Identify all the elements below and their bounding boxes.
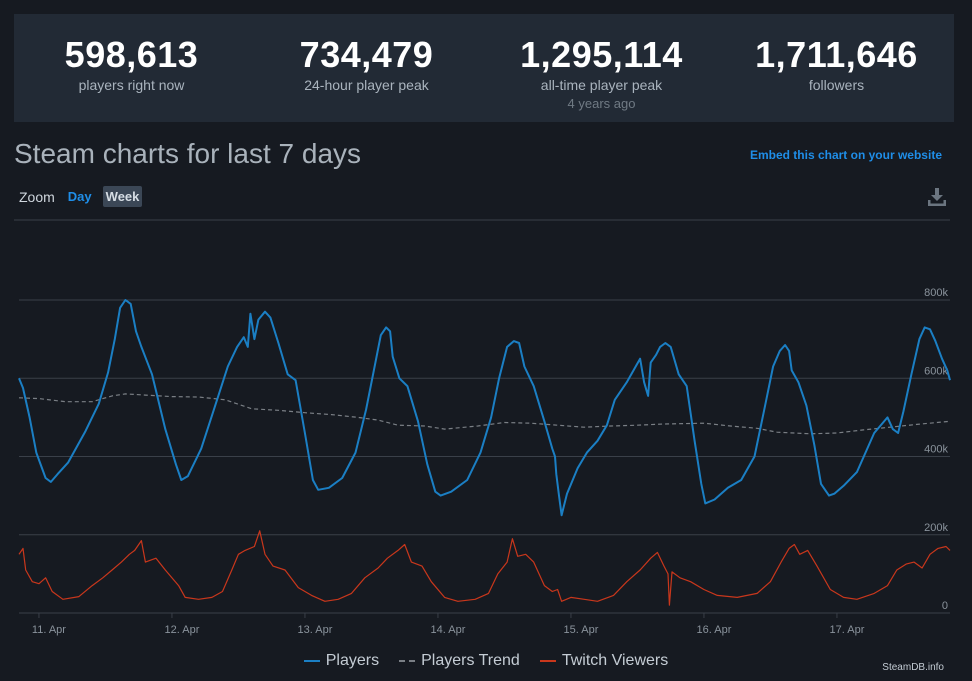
legend-label: Players Trend xyxy=(421,652,520,669)
x-tick-label: 12. Apr xyxy=(165,624,200,636)
stat-value: 734,479 xyxy=(299,34,434,75)
legend-label: Players xyxy=(325,652,380,669)
legend-swatch-players xyxy=(303,660,320,662)
stat-label: all-time player peak xyxy=(540,77,663,93)
stat-value: 598,613 xyxy=(64,34,199,75)
legend-players[interactable]: Players xyxy=(303,652,380,670)
zoom-day-button[interactable]: Day xyxy=(67,189,92,204)
y-tick-label: 600k xyxy=(924,365,948,377)
stat-label: 24-hour player peak xyxy=(304,77,429,93)
stat-all-time-peak[interactable]: 1,295,114 all-time player peak 4 years a… xyxy=(484,14,719,122)
zoom-week-button[interactable]: Week xyxy=(102,186,143,207)
stat-value: 1,711,646 xyxy=(755,34,918,75)
x-tick-label: 14. Apr xyxy=(431,624,466,636)
stat-label: players right now xyxy=(78,77,185,93)
zoom-controls: Zoom Day Week xyxy=(19,186,150,207)
stats-bar: 598,613 players right now 734,479 24-hou… xyxy=(14,14,954,122)
legend-swatch-trend xyxy=(399,660,416,662)
y-tick-label: 0 xyxy=(942,600,948,612)
x-tick-label: 17. Apr xyxy=(830,624,865,636)
legend-twitch-viewers[interactable]: Twitch Viewers xyxy=(539,652,669,670)
legend-swatch-twitch xyxy=(539,660,556,662)
stat-label: followers xyxy=(808,77,865,93)
stat-24h-peak: 734,479 24-hour player peak xyxy=(249,14,484,122)
y-tick-label: 200k xyxy=(924,522,948,534)
y-tick-label: 400k xyxy=(924,444,948,456)
series-line-players-trend xyxy=(18,393,951,435)
stat-followers: 1,711,646 followers xyxy=(719,14,954,122)
zoom-label: Zoom xyxy=(19,188,55,205)
player-chart[interactable]: 0 200k 400k 600k 800k 11. Apr 12. Apr 13. Apr 14… xyxy=(0,212,972,642)
series-line-twitch-viewers xyxy=(18,530,951,606)
credit-link[interactable]: SteamDB.info xyxy=(882,662,944,673)
x-tick-label: 11. Apr xyxy=(32,624,66,636)
x-tick-label: 16. Apr xyxy=(697,624,732,636)
x-tick-label: 15. Apr xyxy=(564,624,599,636)
series-line-players xyxy=(18,299,951,517)
stat-players-now: 598,613 players right now xyxy=(14,14,249,122)
chart-legend: Players Players Trend Twitch Viewers xyxy=(0,652,972,670)
legend-players-trend[interactable]: Players Trend xyxy=(399,652,520,670)
x-tick-label: 13. Apr xyxy=(298,624,333,636)
page-title: Steam charts for last 7 days xyxy=(14,138,362,169)
stat-value: 1,295,114 xyxy=(520,34,683,75)
y-tick-label: 800k xyxy=(924,287,948,299)
legend-label: Twitch Viewers xyxy=(561,652,669,669)
stat-sub: 4 years ago xyxy=(567,96,636,111)
download-icon[interactable] xyxy=(926,186,948,208)
embed-chart-link[interactable]: Embed this chart on your website xyxy=(749,148,942,162)
